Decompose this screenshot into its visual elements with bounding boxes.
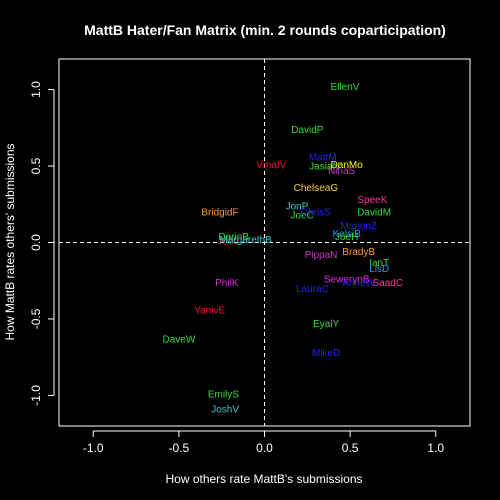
point-label: BradyB <box>342 247 375 258</box>
y-tick-label: 0.0 <box>29 234 43 251</box>
point-label: SaadC <box>373 278 404 289</box>
point-label: DavidP <box>291 125 324 136</box>
point-label: DanMo <box>331 160 364 171</box>
x-axis: -1.0 -0.5 0.0 0.5 1.0 <box>83 430 444 455</box>
point-label: LauraC <box>296 284 329 295</box>
point-label: BridgidF <box>201 207 238 218</box>
point-label: VmaIV <box>256 160 286 171</box>
point-label: EllenV <box>331 82 360 93</box>
point-label: SewerynB <box>324 275 370 286</box>
x-tick-label: 0.5 <box>342 441 359 455</box>
point-label: ChelseaG <box>294 183 339 194</box>
chart-title: MattB Hater/Fan Matrix (min. 2 rounds co… <box>84 22 446 38</box>
point-label: JoeH <box>335 232 358 243</box>
point-label: EmilyS <box>208 389 239 400</box>
x-tick-label: -0.5 <box>169 441 190 455</box>
reference-lines <box>59 59 470 426</box>
y-tick-label: -0.5 <box>29 308 43 329</box>
point-label: SpeeK <box>357 195 387 206</box>
y-tick-label: -1.0 <box>29 385 43 406</box>
point-label: PhilK <box>215 278 239 289</box>
point-label: DavidM <box>357 207 391 218</box>
y-axis: -1.0 -0.5 0.0 0.5 1.0 <box>29 81 55 406</box>
point-label: PippaN <box>305 250 338 261</box>
point-label: NinaS <box>328 166 356 177</box>
y-axis-label: How MattB rates others' submissions <box>3 143 17 340</box>
x-axis-label: How others rate MattB's submissions <box>165 472 362 486</box>
x-tick-label: 0.0 <box>256 441 273 455</box>
point-label: MarionZ <box>340 221 377 232</box>
point-label: DaveW <box>162 334 195 345</box>
point-label: KelsiB <box>333 229 362 240</box>
x-tick-label: 1.0 <box>427 441 444 455</box>
point-label: EyalY <box>313 319 339 330</box>
point-label: MargarethB <box>220 235 273 246</box>
point-label: MikeD <box>312 348 340 359</box>
point-label: ChrisS <box>301 207 331 218</box>
point-label: DarinB <box>218 232 249 243</box>
point-label: JoeJ <box>218 236 239 247</box>
point-label: JasiaN <box>309 162 340 173</box>
point-label: AnneW <box>342 278 375 289</box>
point-label: YanivE <box>194 305 225 316</box>
point-label: JoshV <box>211 405 239 416</box>
point-label: IanT <box>369 258 389 269</box>
point-label: MattM <box>309 152 337 163</box>
point-label: JoeC <box>290 210 313 221</box>
y-tick-label: 0.5 <box>29 157 43 174</box>
y-tick-label: 1.0 <box>29 81 43 98</box>
x-tick-label: -1.0 <box>83 441 104 455</box>
point-label: JonP <box>286 201 309 212</box>
point-label: LisD <box>369 264 389 275</box>
